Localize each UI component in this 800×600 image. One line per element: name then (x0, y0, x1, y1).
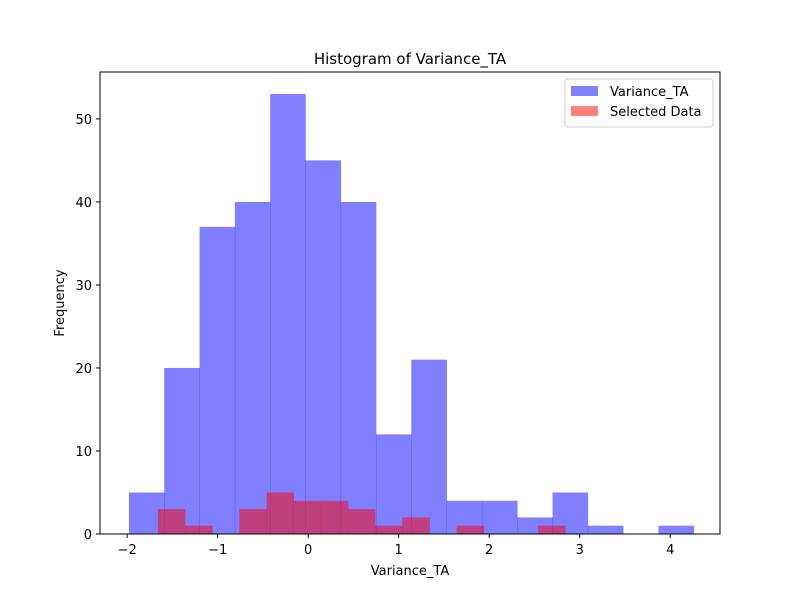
y-tick-label: 20 (75, 362, 92, 377)
bars-layer (128, 94, 695, 534)
histogram-bar-series-1-bin-9 (402, 517, 430, 534)
histogram-bar-series-0-bin-5 (305, 160, 342, 534)
chart-title: Histogram of Variance_TA (314, 50, 507, 69)
plot-frame (99, 71, 721, 535)
histogram-bar-series-1-bin-1 (185, 525, 213, 534)
histogram-bar-series-1-bin-6 (320, 500, 349, 534)
y-tick-label: 30 (75, 279, 92, 294)
x-tick-label: 3 (576, 543, 584, 558)
histogram-bar-series-0-bin-3 (234, 201, 271, 534)
y-tick-label: 0 (84, 528, 92, 543)
legend-swatch-variance-ta (571, 86, 598, 96)
y-tick-label: 10 (75, 445, 92, 460)
histogram-bar-series-0-bin-2 (199, 226, 236, 534)
y-tick-label: 40 (75, 196, 92, 211)
histogram-bar-series-1-bin-4 (266, 492, 294, 534)
histogram-bar-series-0-bin-8 (411, 359, 447, 534)
histogram-bar-series-0-bin-15 (658, 525, 695, 534)
histogram-bar-series-1-bin-5 (293, 500, 322, 534)
histogram-bar-series-0-bin-10 (481, 500, 518, 534)
histogram-bar-series-1-bin-11 (456, 525, 485, 534)
legend-box (564, 78, 714, 128)
histogram-bar-series-1-bin-3 (239, 509, 267, 534)
y-tick-label: 50 (75, 113, 92, 128)
histogram-bar-series-0-bin-4 (270, 94, 306, 534)
x-axis: −2 −1 0 1 2 3 4 (118, 534, 674, 558)
histogram-bar-series-0-bin-1 (164, 367, 200, 534)
legend-swatch-selected-data (571, 106, 598, 116)
histogram-bar-series-1-bin-0 (157, 509, 186, 534)
y-axis-label: Frequency (53, 269, 68, 336)
x-tick-label: 4 (666, 543, 674, 558)
histogram-bar-series-1-bin-14 (538, 525, 566, 534)
histogram-bar-series-0-bin-6 (340, 201, 377, 534)
histogram-bar-series-1-bin-7 (348, 509, 376, 534)
legend-label-variance-ta: Variance_TA (610, 85, 689, 100)
y-axis: 0 10 20 30 40 50 (75, 113, 100, 543)
x-axis-label: Variance_TA (371, 564, 450, 579)
x-tick-label: −2 (118, 543, 137, 558)
x-tick-label: 0 (304, 543, 312, 558)
histogram-bar-series-1-bin-8 (375, 525, 403, 534)
x-tick-label: 2 (485, 543, 493, 558)
histogram-bar-series-0-bin-13 (587, 525, 624, 534)
legend: Variance_TA Selected Data (564, 78, 714, 128)
x-tick-label: 1 (395, 543, 403, 558)
x-tick-label: −1 (208, 543, 227, 558)
legend-label-selected-data: Selected Data (610, 105, 702, 120)
